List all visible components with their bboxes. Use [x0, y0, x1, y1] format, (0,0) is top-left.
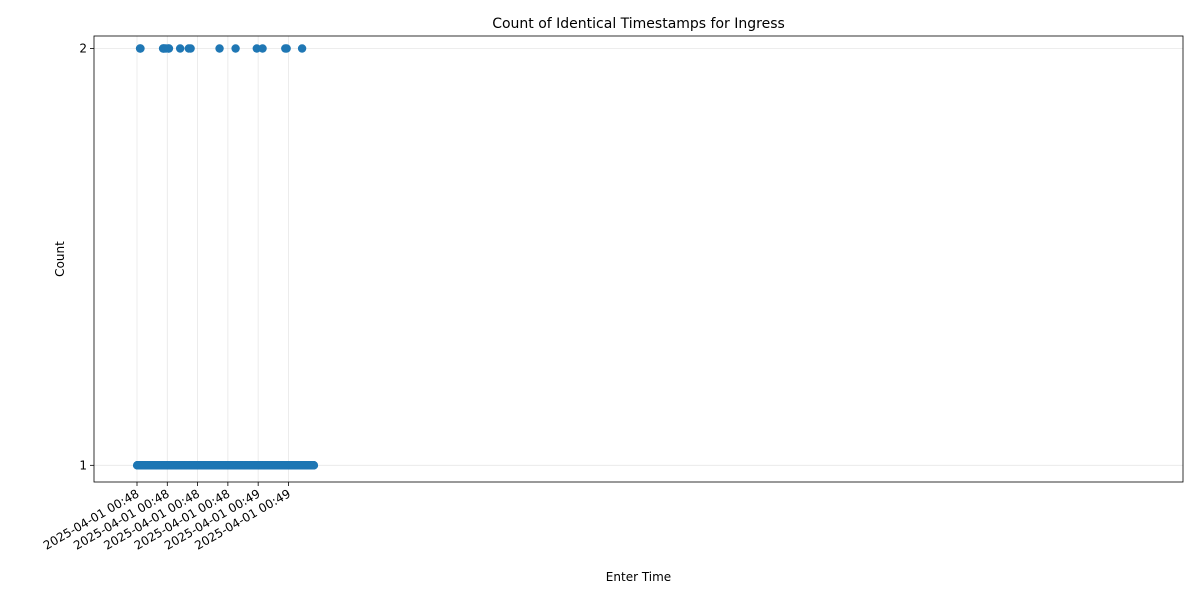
scatter-point: [175, 44, 185, 53]
scatter-point: [164, 44, 174, 53]
x-axis-label: Enter Time: [606, 570, 671, 584]
scatter-point: [297, 44, 307, 53]
scatter-point: [136, 44, 145, 53]
scatter-point: [309, 461, 319, 470]
data-points: [132, 44, 319, 470]
scatter-point: [231, 44, 240, 53]
scatter-point: [215, 44, 224, 53]
plot-frame: [93, 35, 1184, 483]
scatter-point: [282, 44, 291, 53]
y-tick-label: 2: [79, 42, 87, 56]
scatter-point: [252, 44, 261, 53]
chart-title: Count of Identical Timestamps for Ingres…: [492, 16, 785, 32]
y-tick-label: 1: [79, 458, 87, 472]
scatter-point: [186, 44, 195, 53]
scatter-point: [258, 44, 267, 53]
y-axis-label: Count: [53, 241, 67, 277]
